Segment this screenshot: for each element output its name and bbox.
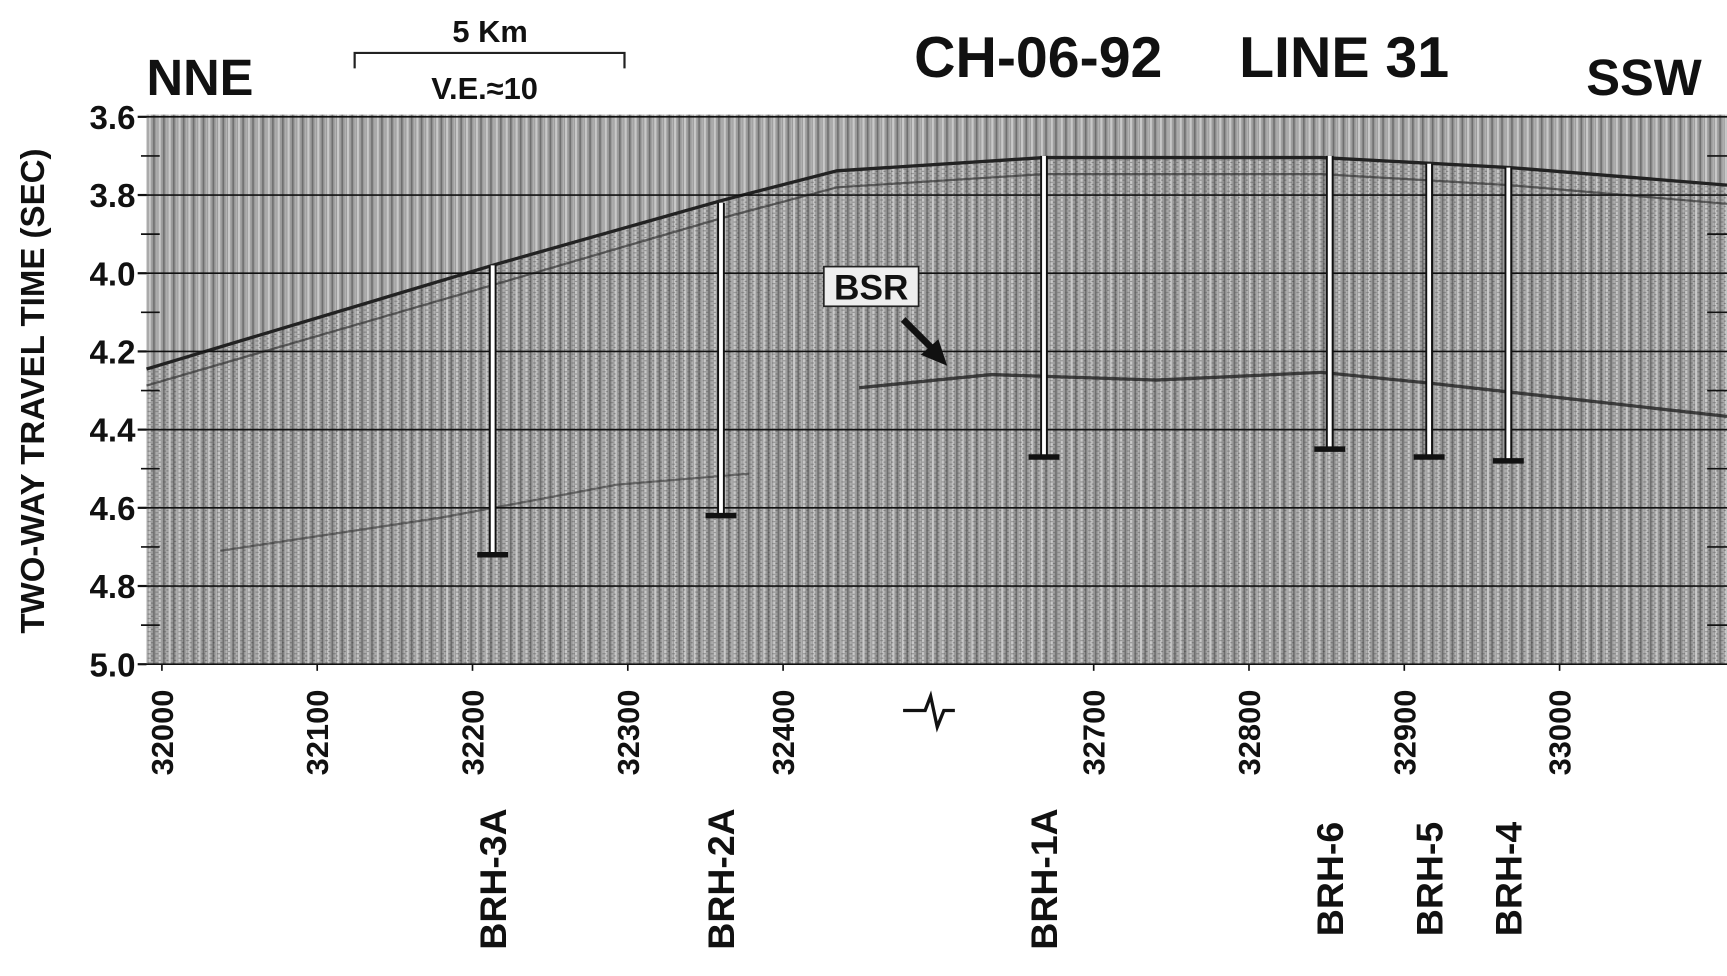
borehole-label: BRH-5	[1408, 822, 1450, 936]
x-tick-label: 32200	[456, 690, 491, 776]
y-tick-label: 4.6	[90, 491, 136, 528]
x-tick-label: 33000	[1543, 690, 1578, 776]
x-tick-label: 32800	[1232, 690, 1267, 776]
y-tick-label: 3.6	[90, 100, 136, 137]
page: NNE SSW CH-06-92 LINE 31 5 Km V.E.≈10 TW…	[0, 0, 1727, 976]
x-tick-label: 32100	[300, 690, 335, 776]
y-tick-label: 4.8	[90, 569, 136, 606]
borehole-label: BRH-3A	[472, 808, 514, 949]
seismic-figure: NNE SSW CH-06-92 LINE 31 5 Km V.E.≈10 TW…	[0, 0, 1727, 976]
y-tick-label: 4.0	[90, 256, 136, 293]
borehole-label: BRH-6	[1309, 822, 1351, 936]
y-tick-label: 4.2	[90, 335, 136, 372]
x-tick-label: 32700	[1077, 690, 1112, 776]
vertical-exaggeration: V.E.≈10	[431, 71, 538, 106]
x-tick-label: 32400	[766, 690, 801, 776]
annotation: BSR	[834, 269, 908, 308]
x-tick-label: 32300	[611, 690, 646, 776]
y-axis-label: TWO-WAY TRAVEL TIME (SEC)	[15, 149, 52, 634]
plot-area	[146, 115, 1727, 665]
scale-bar	[355, 53, 625, 68]
chart-title: CH-06-92	[914, 26, 1162, 90]
right-direction: SSW	[1586, 49, 1702, 106]
axis-break	[903, 696, 955, 727]
chart-subtitle: LINE 31	[1239, 26, 1449, 90]
x-tick-label: 32900	[1387, 690, 1422, 776]
borehole-label: BRH-2A	[700, 808, 742, 949]
borehole-label: BRH-4	[1488, 822, 1530, 937]
y-tick-label: 4.4	[90, 413, 137, 450]
y-tick-label: 3.8	[90, 178, 136, 215]
x-tick-label: 32000	[145, 690, 180, 776]
y-tick-label: 5.0	[90, 647, 136, 684]
borehole-label: BRH-1A	[1023, 808, 1065, 949]
left-direction: NNE	[146, 49, 253, 106]
scale-bar-label: 5 Km	[452, 14, 527, 49]
